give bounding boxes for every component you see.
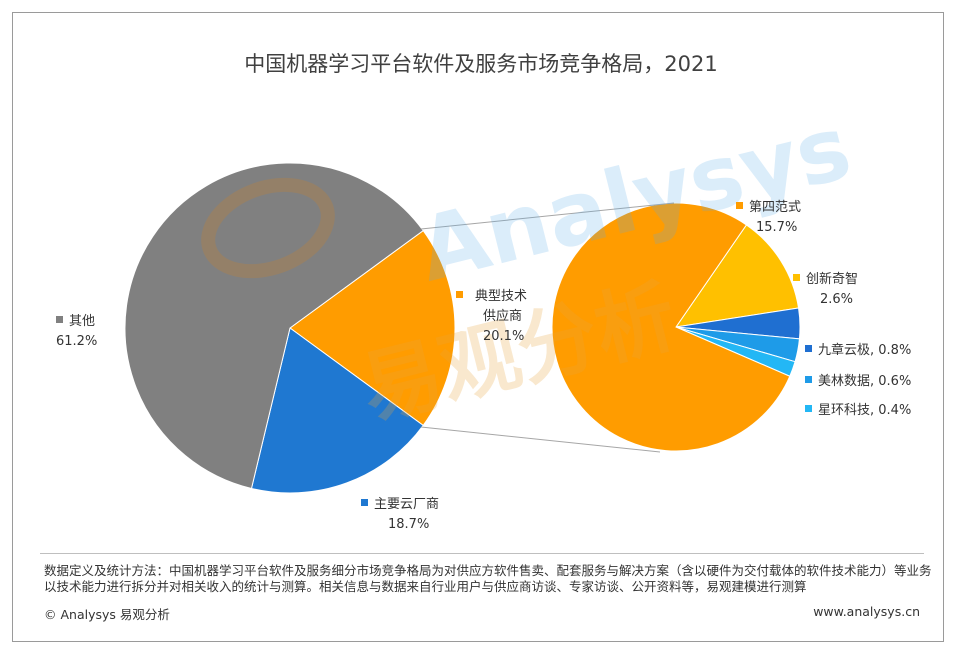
label-tech-pct: 20.1% <box>483 329 525 344</box>
label-s3: 九章云极, 0.8% <box>805 341 911 361</box>
label-s1: 第四范式 15.7% <box>736 198 801 238</box>
label-tech-name-2: 供应商 <box>483 309 523 324</box>
label-s4: 美林数据, 0.6% <box>805 372 911 392</box>
label-s5-text: 星环科技, 0.4% <box>818 403 912 418</box>
footer-divider <box>40 553 924 554</box>
label-tech-name-1: 典型技术 <box>475 289 528 304</box>
label-cloud-pct: 18.7% <box>388 517 430 532</box>
sub-pie-slice-0 <box>674 224 800 328</box>
main-pie <box>124 162 456 494</box>
legend-swatch-s4 <box>805 376 812 383</box>
legend-swatch-s5 <box>805 405 812 412</box>
website-url: www.analysys.cn <box>813 604 920 619</box>
legend-swatch-s2 <box>793 274 800 281</box>
main-pie-slice-1 <box>250 327 424 494</box>
label-other-name: 其他 <box>69 314 96 329</box>
label-s2-pct: 2.6% <box>820 292 854 307</box>
legend-swatch-other <box>56 316 63 323</box>
label-s1-name: 第四范式 <box>749 200 802 215</box>
label-s5: 星环科技, 0.4% <box>805 401 911 421</box>
connector-line-bottom <box>420 426 661 453</box>
label-s4-text: 美林数据, 0.6% <box>818 374 912 389</box>
main-pie-slice-0 <box>289 229 456 427</box>
copyright: © Analysys 易观分析 <box>44 607 170 622</box>
method-note: 数据定义及统计方法：中国机器学习平台软件及服务细分市场竞争格局为对供应方软件售卖… <box>44 563 932 594</box>
watermark-logo-ring <box>201 177 335 279</box>
label-s1-pct: 15.7% <box>756 220 798 235</box>
label-s2: 创新奇智 2.6% <box>793 270 858 310</box>
label-tech: 典型技术 供应商 20.1% <box>456 287 527 347</box>
legend-swatch-s1 <box>736 202 743 209</box>
chart-title: 中国机器学习平台软件及服务市场竞争格局，2021 <box>244 52 718 76</box>
legend-swatch-cloud <box>361 499 368 506</box>
legend-swatch-s3 <box>805 345 812 352</box>
legend-swatch-tech <box>456 291 463 298</box>
label-s3-text: 九章云极, 0.8% <box>818 343 912 358</box>
label-s2-name: 创新奇智 <box>806 272 859 287</box>
label-other-pct: 61.2% <box>56 334 98 349</box>
main-pie-slice-2 <box>124 162 424 490</box>
connector-line-top <box>420 202 675 230</box>
label-other: 其他 61.2% <box>56 312 97 352</box>
label-cloud: 主要云厂商 18.7% <box>361 495 439 535</box>
label-cloud-name: 主要云厂商 <box>374 497 440 512</box>
